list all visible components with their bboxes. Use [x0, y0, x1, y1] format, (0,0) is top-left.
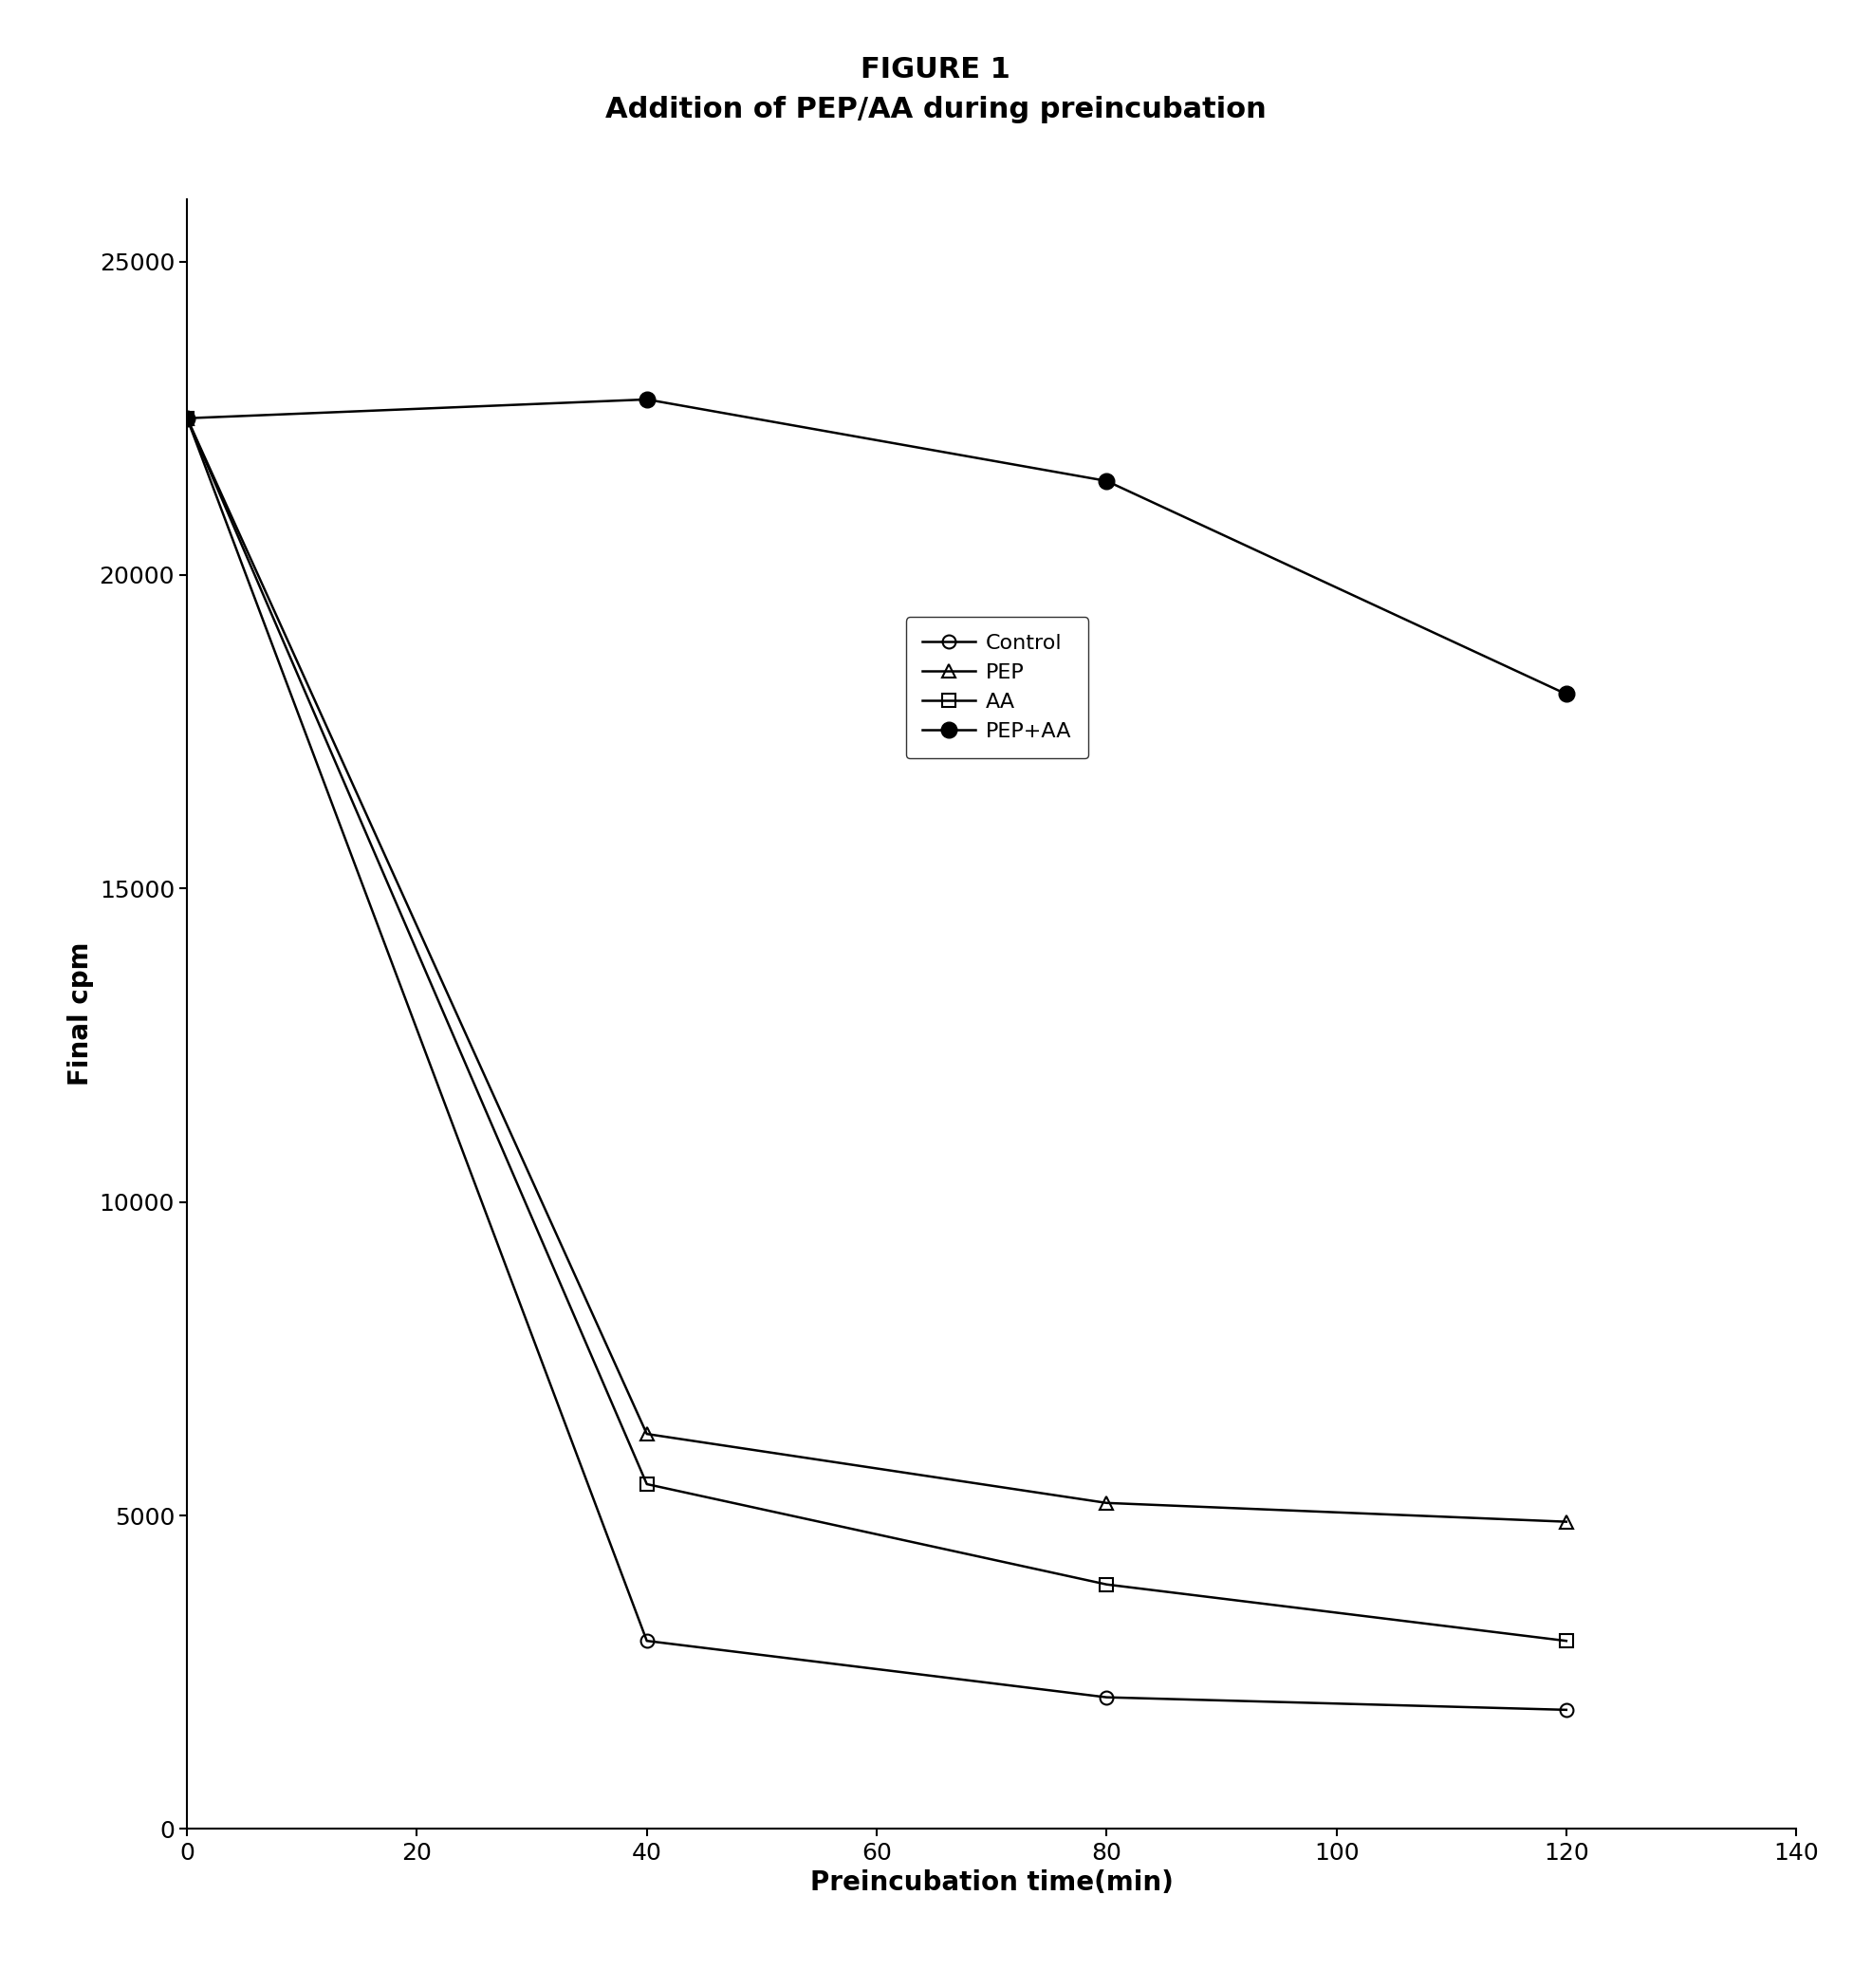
Text: FIGURE 1: FIGURE 1 [861, 56, 1010, 83]
PEP [1095, 1491, 1117, 1515]
Line: Control: Control [180, 412, 1574, 1716]
AA [176, 406, 198, 429]
PEP [176, 406, 198, 429]
Line: AA: AA [180, 412, 1574, 1648]
PEP+AA [636, 388, 659, 412]
Legend: Control, PEP, AA, PEP+AA: Control, PEP, AA, PEP+AA [906, 616, 1089, 757]
Control [176, 406, 198, 429]
PEP+AA [1555, 682, 1577, 706]
AA [636, 1473, 659, 1497]
PEP [1555, 1509, 1577, 1533]
Text: Addition of PEP/AA during preincubation: Addition of PEP/AA during preincubation [604, 95, 1267, 123]
X-axis label: Preincubation time(min): Preincubation time(min) [810, 1869, 1173, 1897]
Control [1555, 1698, 1577, 1722]
PEP+AA [1095, 469, 1117, 493]
AA [1095, 1573, 1117, 1596]
Line: PEP: PEP [180, 412, 1574, 1529]
PEP+AA [176, 406, 198, 429]
Line: PEP+AA: PEP+AA [180, 392, 1574, 702]
PEP [636, 1421, 659, 1445]
Control [1095, 1686, 1117, 1710]
Y-axis label: Final cpm: Final cpm [67, 942, 94, 1085]
Control [636, 1628, 659, 1652]
AA [1555, 1628, 1577, 1652]
